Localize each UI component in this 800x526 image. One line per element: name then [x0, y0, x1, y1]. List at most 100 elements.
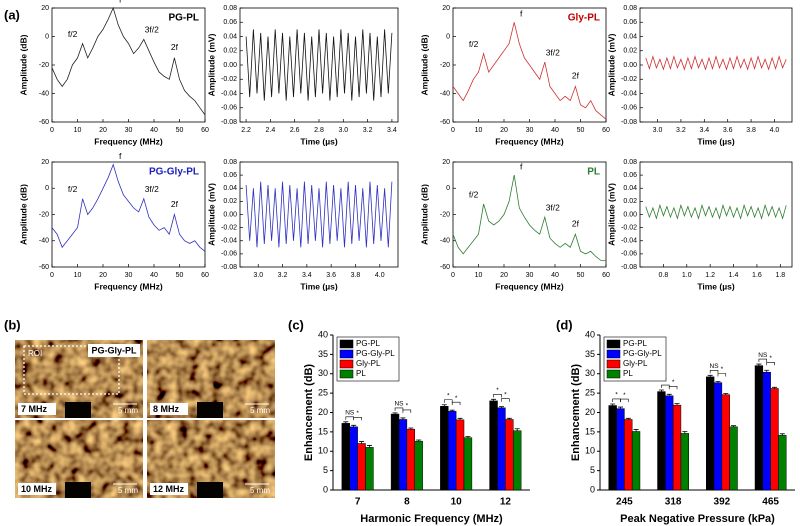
significance-bracket [620, 398, 629, 403]
bar [754, 365, 764, 491]
x-tick-label: 50 [176, 272, 184, 279]
significance-bracket [345, 416, 354, 420]
error-bar [465, 436, 471, 438]
bar [447, 411, 457, 491]
y-tick-label: 25 [585, 388, 595, 398]
x-axis-label: Peak Negative Pressure (kPa) [620, 513, 775, 525]
bar [770, 388, 779, 491]
error-bar [610, 403, 616, 406]
significance-label: * [406, 403, 409, 410]
signal-line [452, 175, 606, 261]
y-tick-label: 40 [318, 329, 328, 339]
significance-bracket [709, 370, 719, 374]
x-tick-label: 1.0 [682, 272, 692, 279]
x-axis-label: Time (µs) [697, 136, 735, 146]
x-tick-label: 10 [74, 127, 82, 134]
x-tick-label: 40 [551, 272, 559, 279]
x-tick-label: 7 [355, 497, 361, 508]
y-tick-label: -0.02 [221, 224, 237, 231]
x-axis-label: Frequency (MHz) [94, 281, 163, 291]
significance-bracket [668, 385, 678, 390]
significance-bracket [612, 398, 621, 402]
x-tick-label: 12 [500, 497, 512, 508]
x-tick-label: 3.8 [351, 272, 361, 279]
x-tick-label: 0 [451, 127, 455, 134]
y-tick-label: -0.06 [621, 105, 637, 112]
x-tick-label: 20 [99, 127, 107, 134]
y-tick-label: -20 [440, 211, 450, 218]
bar [398, 419, 408, 491]
x-tick-label: 50 [176, 127, 184, 134]
signal-line [452, 22, 607, 120]
legend-swatch [339, 339, 354, 349]
y-tick-label: -40 [440, 238, 450, 245]
sample-label: PG-Gly-PL [91, 345, 137, 355]
x-tick-label: 3.2 [363, 127, 373, 134]
y-tick-label: 5 [323, 465, 328, 475]
x-tick-label: 60 [201, 127, 209, 134]
error-bar [764, 369, 770, 373]
y-tick-label: -40 [39, 238, 49, 245]
label-box [18, 483, 56, 495]
annotation: 2f [171, 199, 179, 209]
significance-label: * [769, 355, 772, 362]
x-tick-label: 1.4 [729, 272, 739, 279]
y-tick-label: 0 [590, 484, 595, 494]
x-tick-label: 20 [99, 272, 107, 279]
panel-label: (b) [4, 317, 21, 332]
y-axis-label: Amplitude (mV) [206, 183, 216, 246]
bar [762, 371, 771, 491]
bar [624, 419, 633, 491]
y-axis-label: Enhancement (dB) [570, 364, 582, 462]
error-bar [715, 381, 721, 383]
scale-label: 5 mm [118, 486, 138, 495]
plot-frame [51, 161, 206, 268]
x-tick-label: 30 [125, 127, 133, 134]
significance-label: NS [710, 363, 720, 370]
scale-label: 5 mm [250, 486, 270, 495]
bar [672, 404, 682, 491]
chart-title: Gly-PL [568, 13, 600, 24]
y-tick-label: -0.02 [621, 76, 637, 83]
y-tick-label: -20 [440, 62, 450, 69]
annotation: 2f [171, 42, 179, 52]
annotation: f [520, 161, 523, 171]
bar [390, 413, 400, 491]
plot-frame [51, 7, 206, 123]
error-bar [658, 389, 664, 392]
label-box [150, 483, 188, 495]
bar [729, 426, 738, 491]
significance-bracket [501, 398, 510, 402]
error-bar [731, 425, 737, 427]
x-tick-label: 4.0 [375, 272, 385, 279]
legend-label: PL [623, 369, 633, 378]
annotation: 3f/2 [145, 184, 159, 194]
y-tick-label: 15 [585, 426, 595, 436]
annotation: 2f [572, 71, 580, 81]
error-bar [491, 398, 497, 401]
annotation: f [119, 151, 122, 161]
x-tick-label: 50 [577, 272, 585, 279]
frequency-label: 12 MHz [153, 484, 185, 494]
y-tick-label: 30 [318, 368, 328, 378]
y-axis-label: Amplitude (mV) [606, 33, 616, 96]
y-tick-label: -0.08 [621, 264, 637, 271]
x-tick-label: 50 [577, 127, 585, 134]
y-tick-label: -20 [39, 62, 49, 69]
bar [357, 443, 366, 491]
error-bar [707, 374, 713, 377]
x-tick-label: 2.8 [314, 127, 324, 134]
significance-label: * [447, 392, 450, 399]
error-bar [514, 428, 520, 431]
y-tick-label: 20 [318, 407, 328, 417]
bar [616, 408, 625, 491]
y-tick-label: 0.08 [223, 159, 237, 166]
y-tick-label: 0.06 [223, 172, 237, 179]
y-tick-label: 20 [41, 159, 49, 166]
significance-bracket [451, 401, 461, 406]
panel-label: (d) [556, 317, 573, 332]
scale-label: 5 mm [118, 406, 138, 415]
label-box [150, 403, 188, 415]
error-bar [416, 439, 422, 442]
scale-label: 5 mm [250, 406, 270, 415]
